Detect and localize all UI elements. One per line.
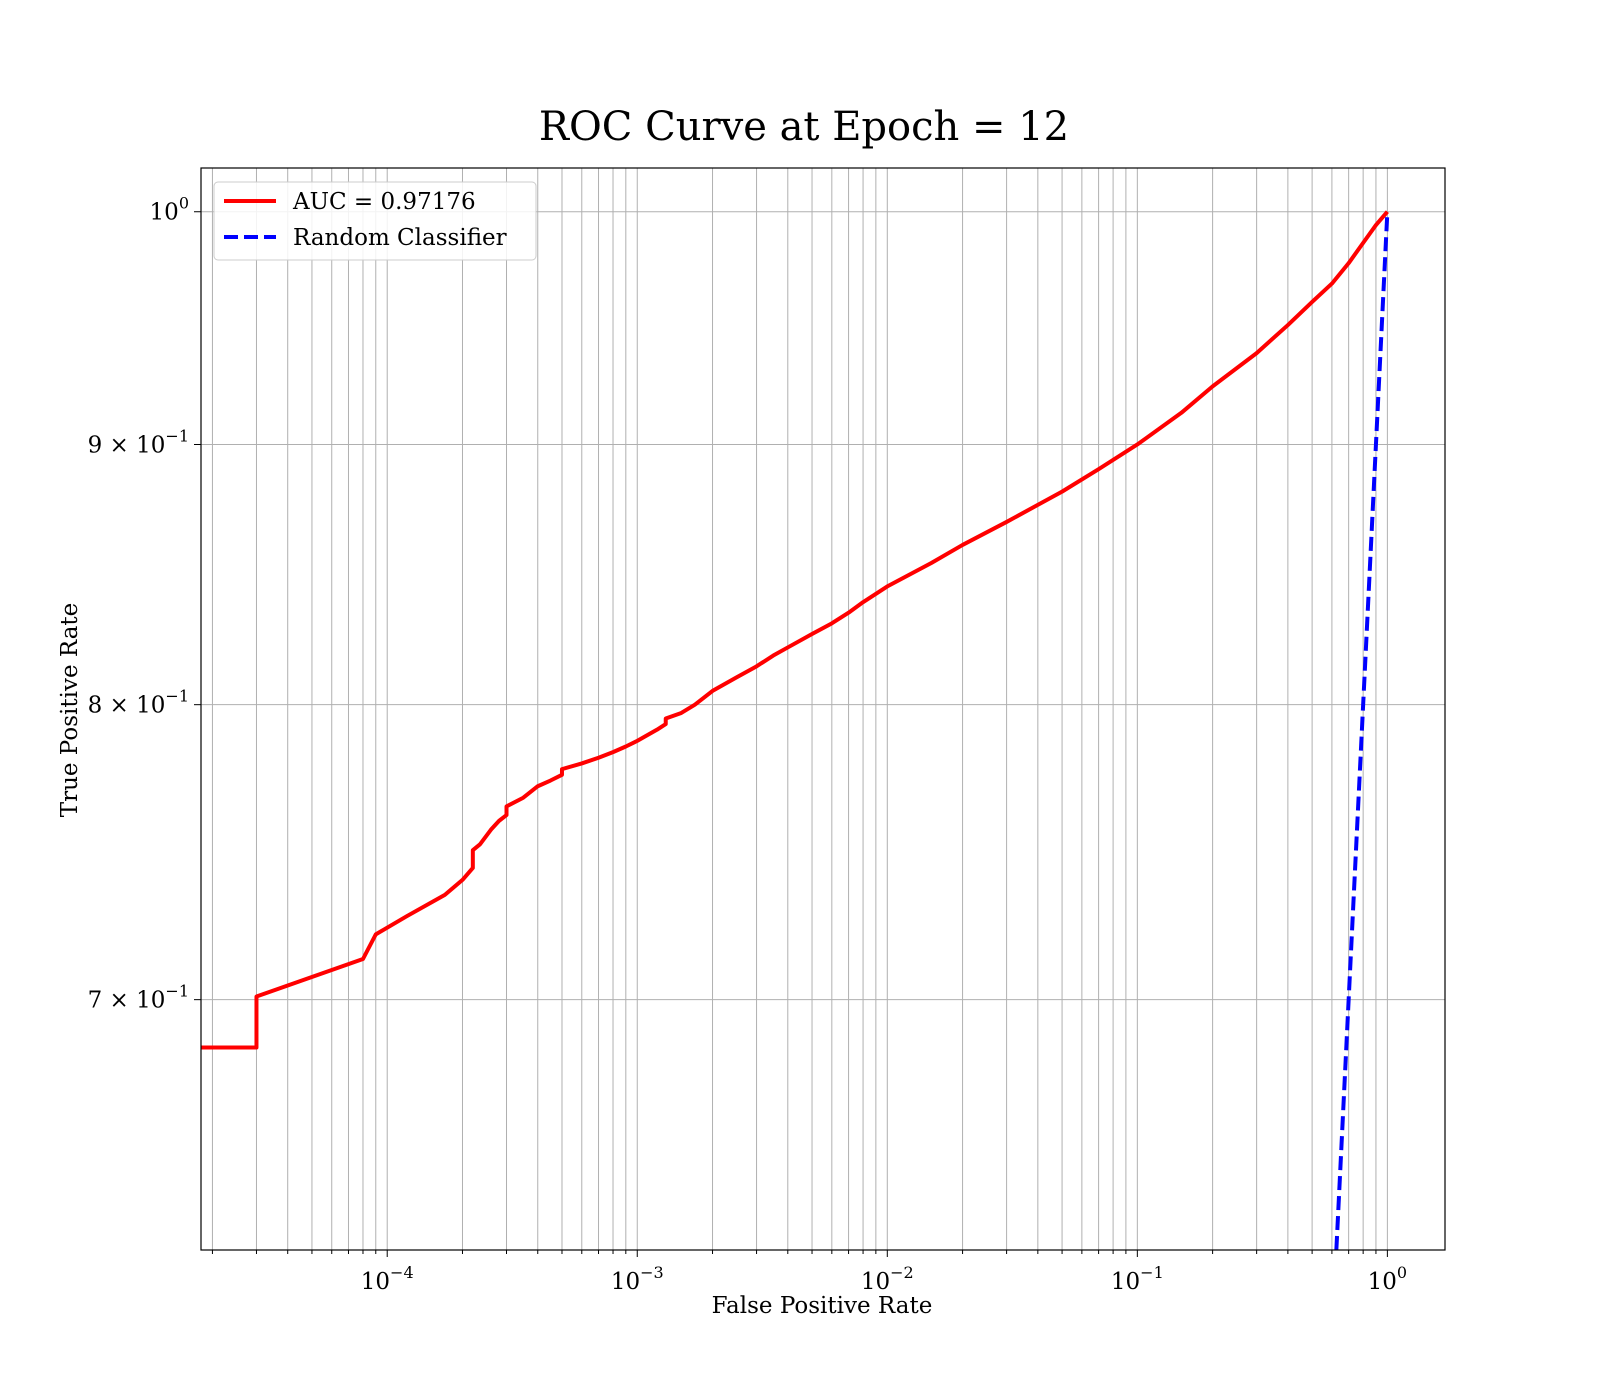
x-tick-label: 10−3 — [611, 1263, 664, 1295]
x-tick-label: 10−4 — [361, 1263, 414, 1295]
y-tick-label: 7 × 10−1 — [88, 982, 189, 1014]
series-layer — [201, 210, 1390, 1250]
legend-box — [213, 181, 537, 261]
x-tick-label: 100 — [1368, 1263, 1407, 1295]
auc-roc-curve — [201, 210, 1389, 1050]
x-axis-label: False Positive Rate — [712, 1293, 933, 1319]
y-axis-label: True Positive Rate — [57, 603, 83, 818]
x-tick-label: 10−1 — [1111, 1263, 1164, 1295]
chart-title: ROC Curve at Epoch = 12 — [539, 104, 1069, 150]
y-axis-ticks: 100 9 × 10−1 8 × 10−1 7 × 10−1 — [88, 194, 201, 1014]
legend-label-auc: AUC = 0.97176 — [292, 189, 476, 215]
plot-frame — [200, 167, 1446, 1251]
y-tick-label: 9 × 10−1 — [88, 426, 189, 458]
x-axis-ticks: 10−4 10−3 10−2 10−1 100 — [211, 1250, 1407, 1295]
y-tick-label: 100 — [150, 194, 189, 226]
legend-label-random-classifier: Random Classifier — [293, 225, 507, 251]
plot-area — [201, 168, 1445, 1250]
y-tick-label: 8 × 10−1 — [88, 687, 189, 719]
random-classifier-line — [1334, 211, 1390, 1250]
legend: AUC = 0.97176 Random Classifier — [213, 181, 537, 261]
x-tick-label: 10−2 — [861, 1263, 914, 1295]
grid — [201, 168, 1445, 1250]
